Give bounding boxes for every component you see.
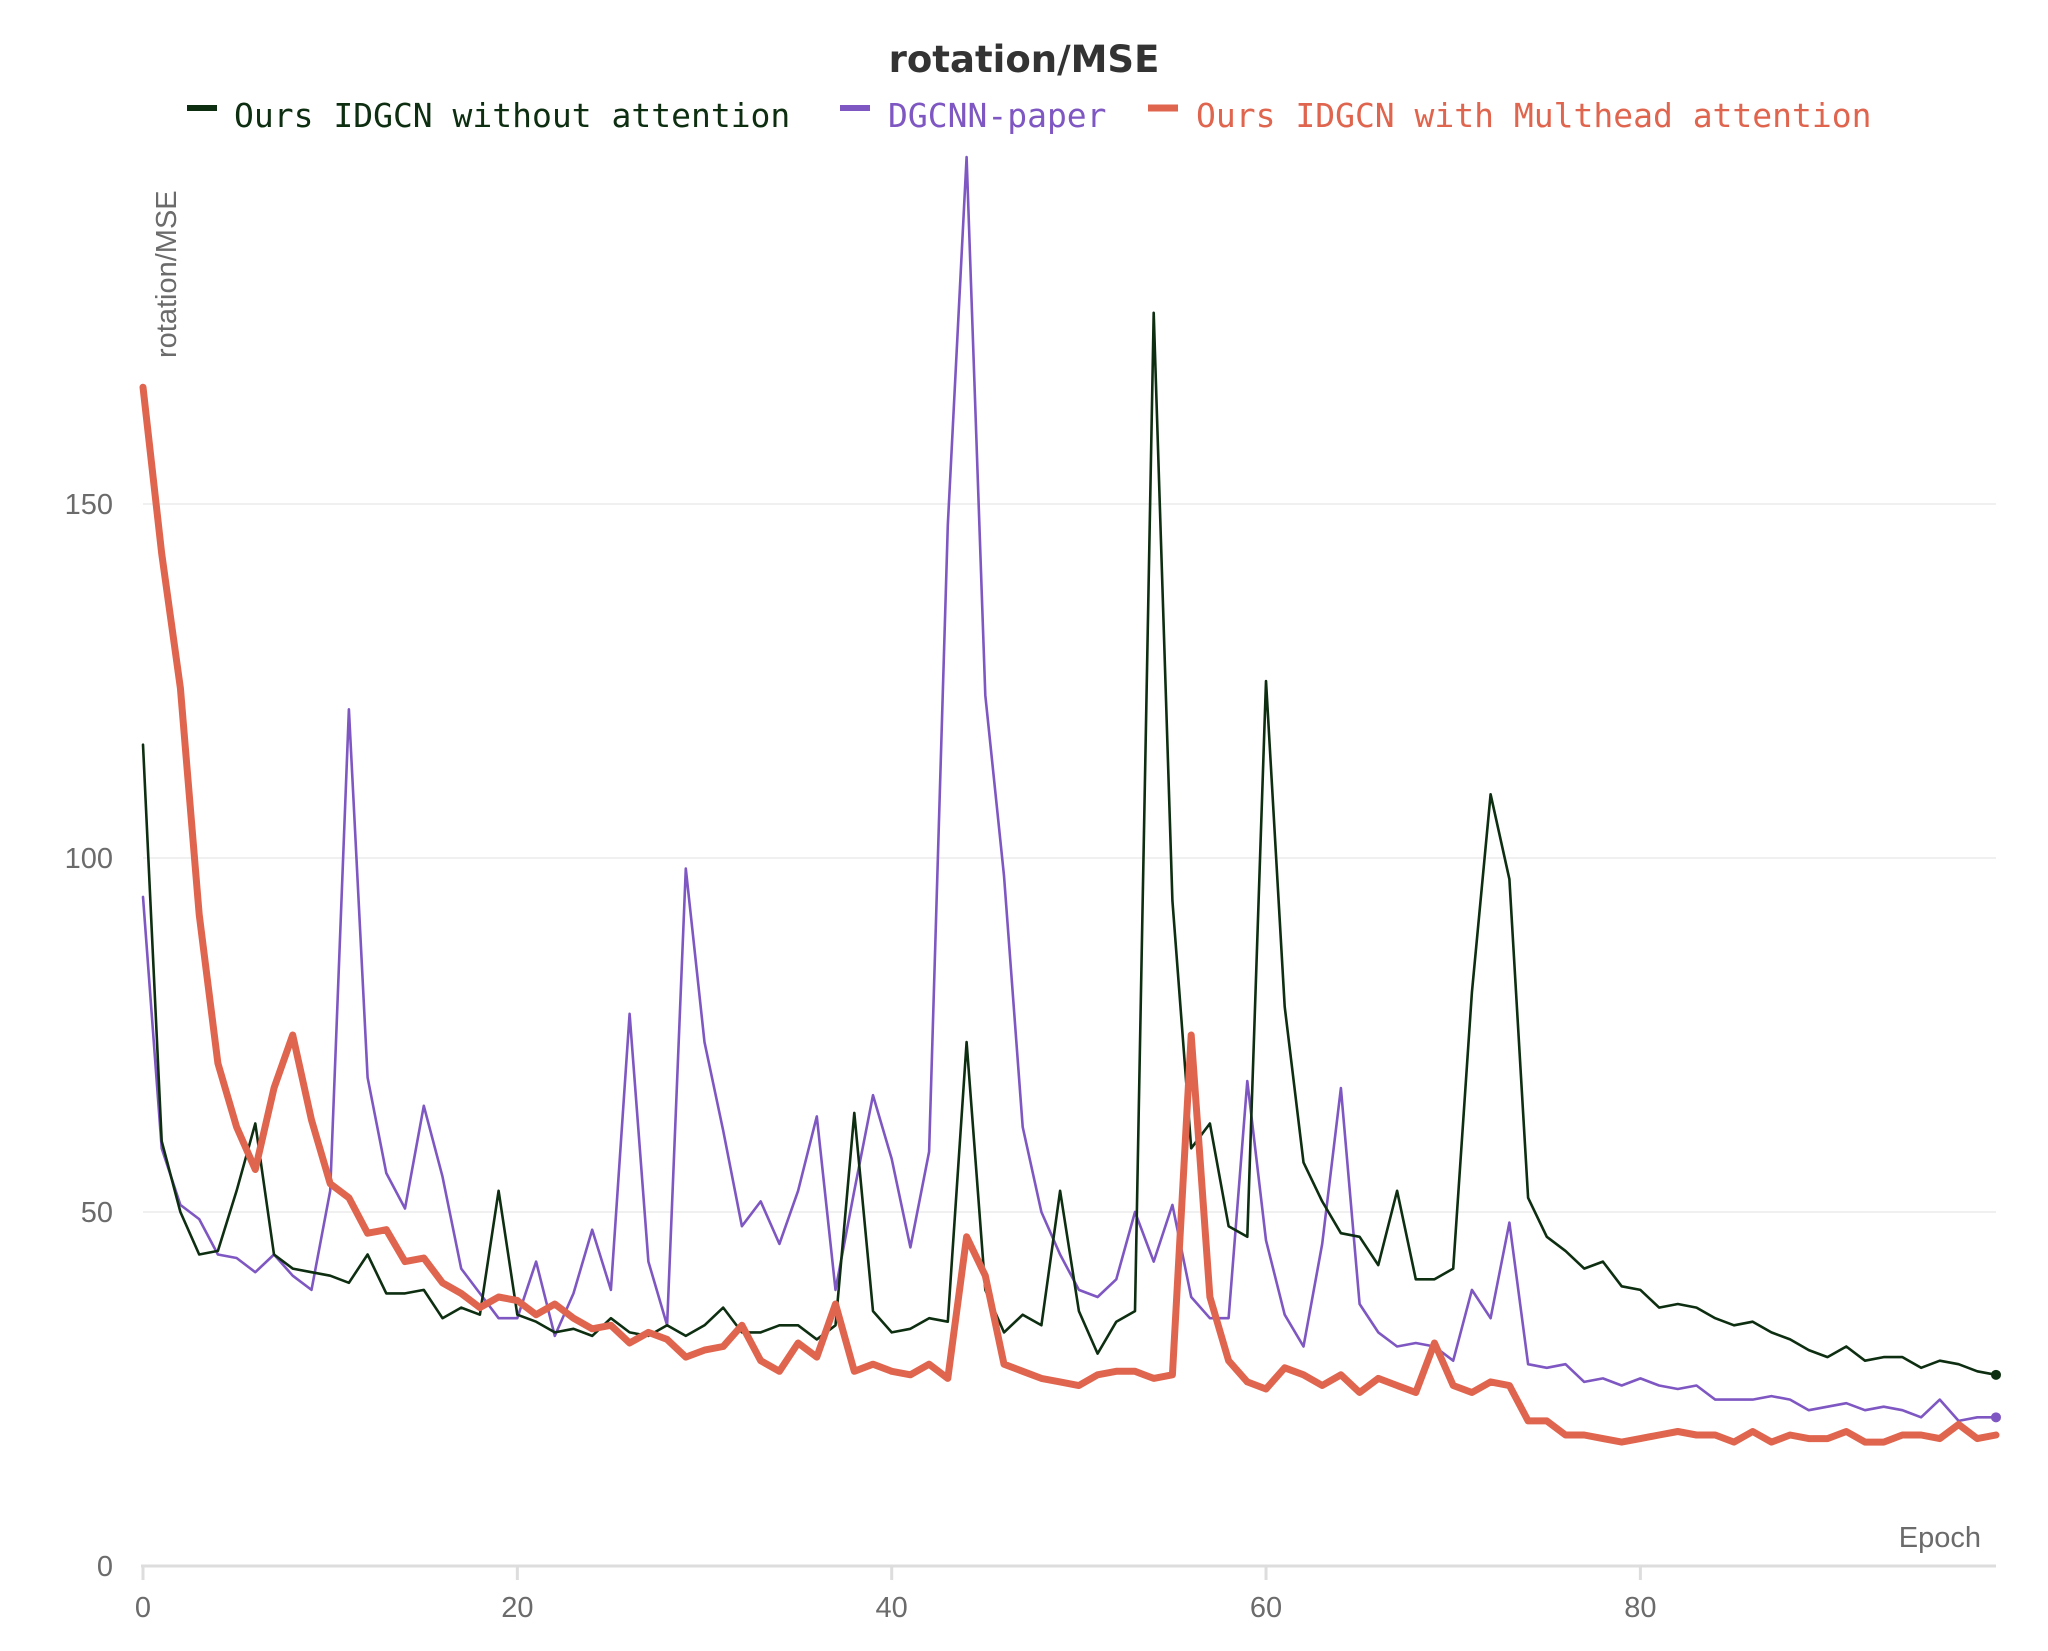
series-line-1[interactable] xyxy=(141,155,1998,1423)
chart-title: rotation/MSE xyxy=(889,38,1160,81)
gridlines xyxy=(143,503,1996,1213)
legend: Ours IDGCN without attention DGCNN-paper… xyxy=(187,96,1872,135)
series-end-point-1 xyxy=(1991,1412,2001,1423)
series-line-0[interactable] xyxy=(141,311,1998,1377)
legend-item-0[interactable]: Ours IDGCN without attention xyxy=(187,96,790,135)
y-tick-label: 100 xyxy=(65,843,113,875)
y-axis-label: rotation/MSE xyxy=(151,190,183,358)
series-end-point-0 xyxy=(1991,1369,2001,1380)
legend-item-2[interactable]: Ours IDGCN with Multhead attention xyxy=(1148,96,1872,135)
legend-label-1: DGCNN-paper xyxy=(888,96,1107,135)
y-axis: 0 50 100 150 xyxy=(65,489,113,1583)
x-axis-ticks: 0 20 40 60 80 xyxy=(135,1566,1657,1624)
x-tick-label: 0 xyxy=(135,1592,151,1624)
x-tick-label: 80 xyxy=(1624,1592,1656,1624)
y-tick-label: 0 xyxy=(97,1551,113,1583)
y-tick-label: 50 xyxy=(81,1197,113,1229)
x-axis-label: Epoch xyxy=(1899,1522,1981,1554)
y-tick-label: 150 xyxy=(65,489,113,521)
x-tick-label: 60 xyxy=(1250,1592,1282,1624)
series-line-2[interactable] xyxy=(139,383,2000,1446)
legend-label-0: Ours IDGCN without attention xyxy=(234,96,790,135)
x-tick-label: 20 xyxy=(501,1592,533,1624)
x-tick-label: 40 xyxy=(876,1592,908,1624)
legend-label-2: Ours IDGCN with Multhead attention xyxy=(1196,96,1872,135)
series-layer xyxy=(139,155,2001,1446)
legend-item-1[interactable]: DGCNN-paper xyxy=(840,96,1107,135)
